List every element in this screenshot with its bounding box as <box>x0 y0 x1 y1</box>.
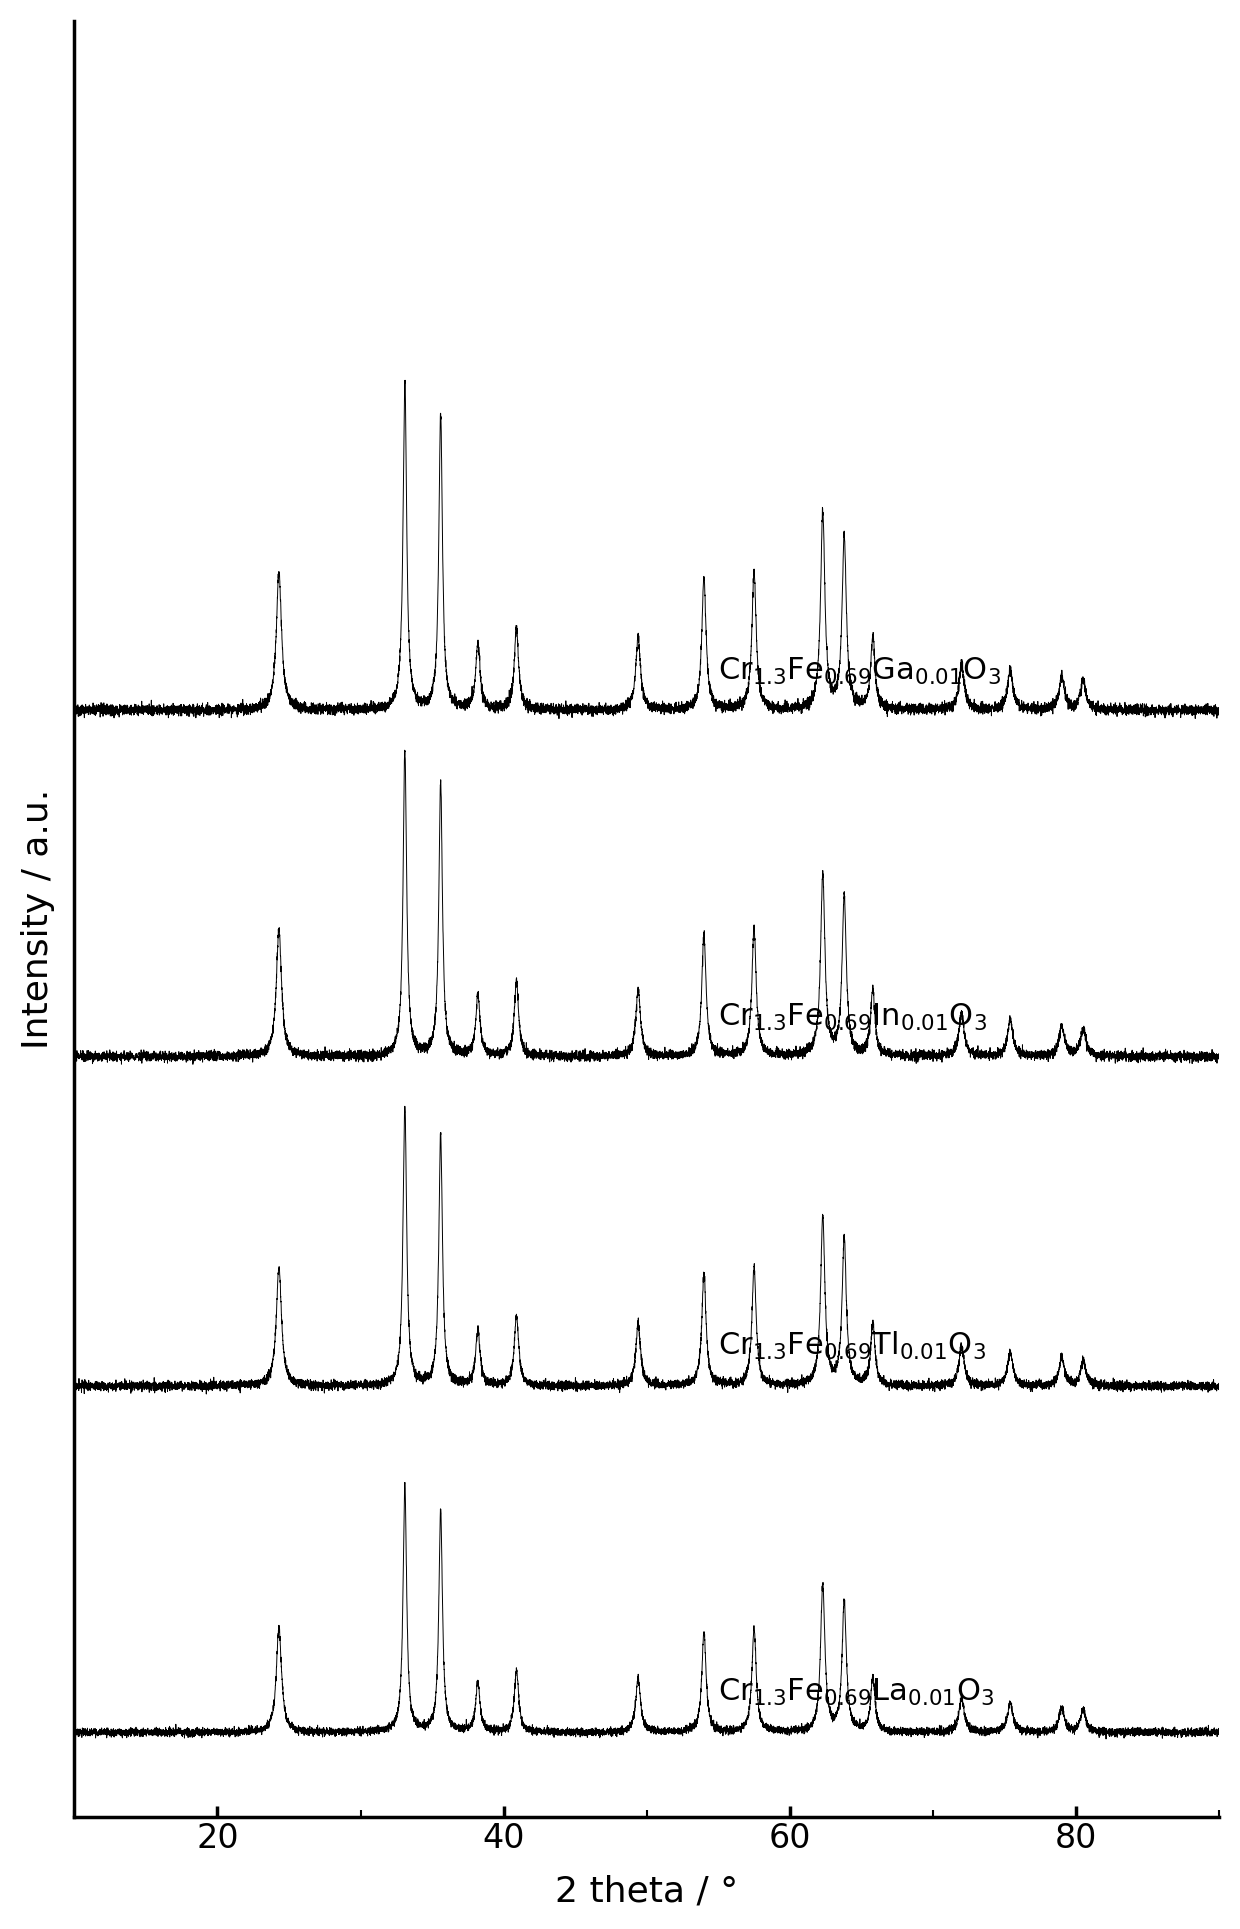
Text: Cr$_{1.3}$Fe$_{0.69}$La$_{0.01}$O$_3$: Cr$_{1.3}$Fe$_{0.69}$La$_{0.01}$O$_3$ <box>718 1676 994 1707</box>
Y-axis label: Intensity / a.u.: Intensity / a.u. <box>21 789 55 1049</box>
Text: Cr$_{1.3}$Fe$_{0.69}$In$_{0.01}$O$_3$: Cr$_{1.3}$Fe$_{0.69}$In$_{0.01}$O$_3$ <box>718 1001 987 1032</box>
Text: Cr$_{1.3}$Fe$_{0.69}$Ga$_{0.01}$O$_3$: Cr$_{1.3}$Fe$_{0.69}$Ga$_{0.01}$O$_3$ <box>718 656 1002 687</box>
X-axis label: 2 theta / °: 2 theta / ° <box>556 1875 738 1908</box>
Text: Cr$_{1.3}$Fe$_{0.69}$Tl$_{0.01}$O$_3$: Cr$_{1.3}$Fe$_{0.69}$Tl$_{0.01}$O$_3$ <box>718 1329 986 1362</box>
